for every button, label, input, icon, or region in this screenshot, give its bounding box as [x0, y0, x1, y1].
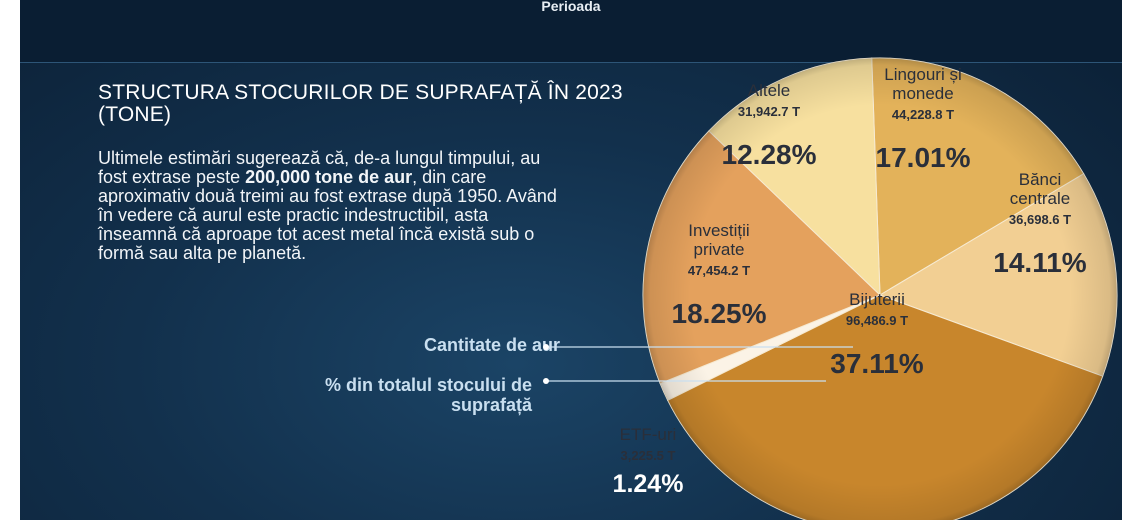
slice-percent-label: 17.01% — [876, 142, 971, 173]
slice-percent-label: 12.28% — [722, 139, 817, 170]
legend-quantity: Cantitate de aur — [423, 335, 560, 355]
pie-chart: Lingouri și monede 44,228.8 T 17.01% Bănci ce… — [543, 57, 1118, 520]
slice-value-label: 47,454.2 T — [688, 263, 750, 278]
slice-value-label: 31,942.7 T — [738, 104, 800, 119]
legend-quantity-dot — [543, 344, 549, 350]
slice-name-label: Altele — [748, 81, 791, 100]
chart-title: STRUCTURA STOCURILOR DE SUPRAFAȚĂ ÎN 202… — [98, 81, 623, 126]
slice-percent-label: 18.25% — [672, 298, 767, 329]
legend-percent-dot — [543, 378, 549, 384]
slice-name-label: ETF-uri — [620, 425, 677, 444]
legend-percent: % din totalul stocului de suprafață — [325, 375, 532, 415]
slice-value-label: 36,698.6 T — [1009, 212, 1071, 227]
slice-percent-label: 37.11% — [830, 348, 924, 379]
header-strip: Perioada — [20, 0, 1122, 63]
description-text-2: , din care aproximativ două treimi au fo… — [98, 167, 557, 263]
chart-description: Ultimele estimări sugerează că, de-a lun… — [98, 149, 558, 263]
description-text-1: Ultimele estimări sugerează că, de-a lun… — [98, 148, 541, 187]
pie-shading — [643, 58, 1117, 520]
slice-percent-label: 14.11% — [993, 247, 1087, 278]
period-label: Perioada — [541, 0, 601, 14]
infographic-panel: Perioada STRUCTURA STOCURILOR DE SUPRAFA… — [20, 0, 1122, 520]
description-highlight: 200,000 tone de aur — [245, 167, 413, 187]
slice-name-label: Bănci centrale — [1010, 170, 1070, 208]
slice-name-label: Investiții private — [688, 221, 749, 259]
slice-name-label: Bijuterii — [849, 290, 905, 309]
slice-percent-label: 1.24% — [613, 470, 684, 498]
slice-name-label: Lingouri și monede — [884, 65, 962, 103]
pie-labels: Lingouri și monede 44,228.8 T 17.01% Bănci ce… — [613, 65, 1087, 498]
slice-value-label: 96,486.9 T — [846, 313, 908, 328]
slice-value-label: 44,228.8 T — [892, 107, 954, 122]
slice-value-label: 3,225.5 T — [621, 448, 676, 463]
